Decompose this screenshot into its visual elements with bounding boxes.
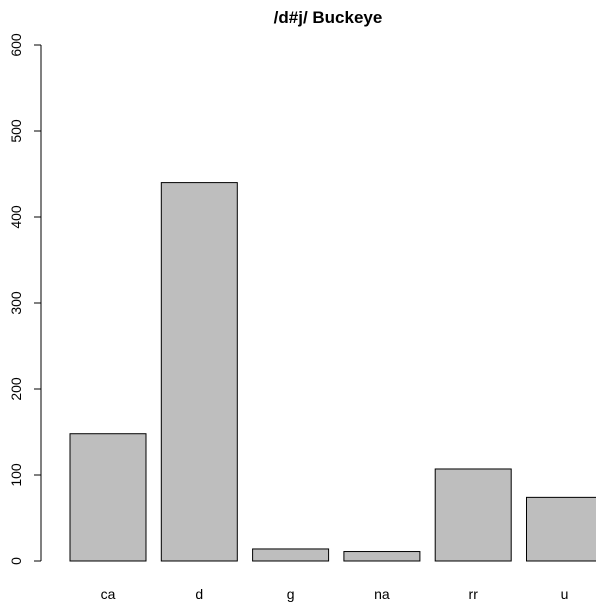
bar-d xyxy=(160,182,238,562)
bar-ca xyxy=(69,433,147,562)
y-tick-label: 0 xyxy=(8,557,24,565)
x-category-label: ca xyxy=(101,586,116,602)
y-tick-label: 400 xyxy=(8,205,24,229)
y-tick-label: 100 xyxy=(8,463,24,487)
x-category-label: na xyxy=(374,586,390,602)
y-tick-label: 500 xyxy=(8,119,24,143)
bar-rr xyxy=(434,468,512,562)
x-category-label: g xyxy=(287,586,295,602)
y-tick-label: 300 xyxy=(8,291,24,315)
y-tick-label: 600 xyxy=(8,33,24,57)
bar-u xyxy=(526,496,596,562)
y-axis: 0 100 200 300 400 500 600 xyxy=(8,33,42,565)
x-category-label: d xyxy=(195,586,203,602)
bar-g xyxy=(252,548,330,562)
chart-title: /d#j/ Buckeye xyxy=(274,8,383,27)
bars-group xyxy=(69,182,596,562)
x-axis-labels: ca d g na rr u xyxy=(101,586,569,602)
x-category-label: u xyxy=(561,586,569,602)
x-category-label: rr xyxy=(469,586,479,602)
bar-na xyxy=(343,551,421,562)
y-tick-label: 200 xyxy=(8,377,24,401)
